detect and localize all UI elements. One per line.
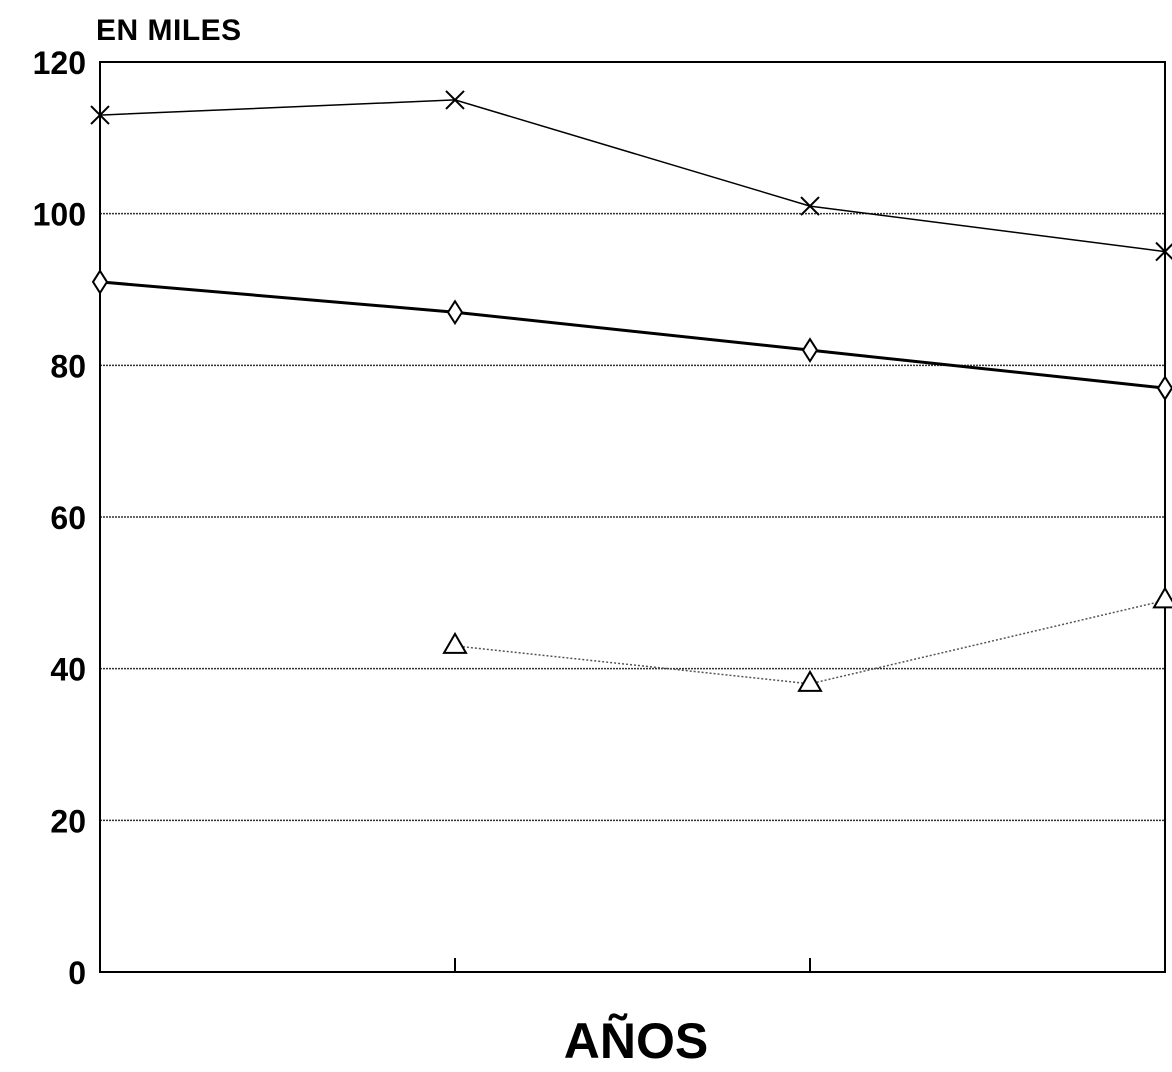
gridlines bbox=[100, 212, 1165, 822]
diamond-marker bbox=[446, 299, 464, 326]
x-marker bbox=[800, 196, 820, 216]
y-tick-labels: 0 20 40 60 80 100 120 bbox=[33, 45, 86, 991]
series-triangle bbox=[442, 586, 1172, 692]
y-tick-label: 80 bbox=[50, 348, 86, 384]
y-axis-title: EN MILES bbox=[96, 14, 242, 47]
triangle-marker bbox=[797, 669, 823, 692]
y-tick-label: 20 bbox=[50, 803, 86, 839]
y-tick-label: 120 bbox=[33, 45, 86, 81]
series-group bbox=[90, 90, 1172, 692]
plot-frame bbox=[99, 61, 1166, 973]
y-tick-label: 60 bbox=[50, 500, 86, 536]
series-line bbox=[99, 99, 1166, 253]
diamond-marker bbox=[91, 269, 109, 295]
y-tick-label: 100 bbox=[33, 197, 86, 233]
y-tick-label: 40 bbox=[50, 652, 86, 688]
diamond-marker bbox=[1156, 375, 1172, 401]
x-marker bbox=[445, 90, 465, 110]
series-diamond bbox=[91, 269, 1172, 401]
diamond-marker bbox=[801, 337, 819, 364]
x-marker bbox=[1155, 241, 1172, 262]
series-x bbox=[90, 90, 1172, 262]
y-tick-label: 0 bbox=[68, 955, 86, 991]
triangle-marker bbox=[1152, 586, 1172, 609]
x-tick-marks bbox=[454, 958, 811, 972]
series-line bbox=[99, 280, 1166, 390]
x-marker bbox=[90, 105, 110, 125]
triangle-marker bbox=[442, 631, 468, 654]
x-axis-title: AÑOS bbox=[563, 1013, 709, 1069]
